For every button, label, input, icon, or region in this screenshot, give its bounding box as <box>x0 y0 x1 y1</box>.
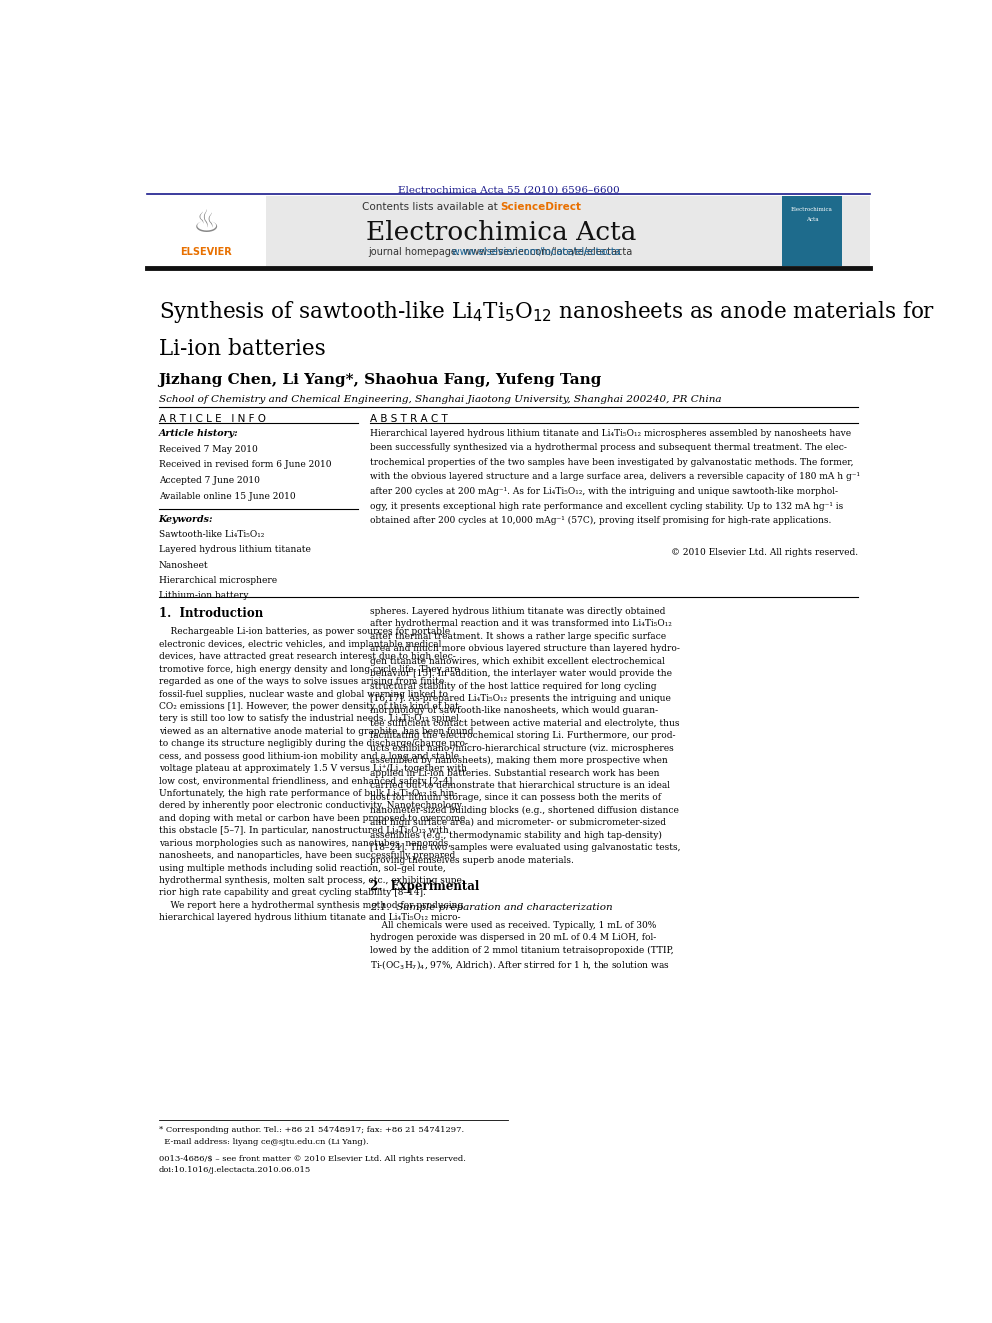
Text: Jizhang Chen, Li Yang*, Shaohua Fang, Yufeng Tang: Jizhang Chen, Li Yang*, Shaohua Fang, Yu… <box>159 373 602 386</box>
Text: tery is still too low to satisfy the industrial needs. Li₄Ti₅O₁₂ spinel,: tery is still too low to satisfy the ind… <box>159 714 461 724</box>
Text: voltage plateau at approximately 1.5 V versus Li⁺/Li, together with: voltage plateau at approximately 1.5 V v… <box>159 765 466 773</box>
Text: journal homepage: www.elsevier.com/locate/electacta: journal homepage: www.elsevier.com/locat… <box>369 247 633 258</box>
Text: after 200 cycles at 200 mAg⁻¹. As for Li₄Ti₅O₁₂, with the intriguing and unique : after 200 cycles at 200 mAg⁻¹. As for Li… <box>370 487 838 496</box>
Text: lowed by the addition of 2 mmol titanium tetraisopropoxide (TTIP,: lowed by the addition of 2 mmol titanium… <box>370 946 674 955</box>
Text: electronic devices, electric vehicles, and implantable medical: electronic devices, electric vehicles, a… <box>159 640 441 648</box>
Text: Received in revised form 6 June 2010: Received in revised form 6 June 2010 <box>159 460 331 470</box>
Text: been successfully synthesized via a hydrothermal process and subsequent thermal : been successfully synthesized via a hydr… <box>370 443 847 452</box>
Text: Hierarchical microsphere: Hierarchical microsphere <box>159 576 277 585</box>
Text: CO₂ emissions [1]. However, the power density of this kind of bat-: CO₂ emissions [1]. However, the power de… <box>159 703 461 710</box>
Text: after hydrothermal reaction and it was transformed into Li₄Ti₅O₁₂: after hydrothermal reaction and it was t… <box>370 619 672 628</box>
Text: ♨: ♨ <box>192 209 220 238</box>
Text: Lithium-ion battery: Lithium-ion battery <box>159 590 248 599</box>
Text: Sawtooth-like Li₄Ti₅O₁₂: Sawtooth-like Li₄Ti₅O₁₂ <box>159 531 264 540</box>
Text: All chemicals were used as received. Typically, 1 mL of 30%: All chemicals were used as received. Typ… <box>370 921 657 930</box>
FancyBboxPatch shape <box>147 196 266 266</box>
Text: assemblies (e.g., thermodynamic stability and high tap-density): assemblies (e.g., thermodynamic stabilit… <box>370 831 662 840</box>
Text: © 2010 Elsevier Ltd. All rights reserved.: © 2010 Elsevier Ltd. All rights reserved… <box>671 548 858 557</box>
Text: Nanosheet: Nanosheet <box>159 561 208 569</box>
FancyBboxPatch shape <box>147 196 870 266</box>
Text: Layered hydrous lithium titanate: Layered hydrous lithium titanate <box>159 545 310 554</box>
Text: Received 7 May 2010: Received 7 May 2010 <box>159 445 257 454</box>
Text: assembled by nanosheets), making them more prospective when: assembled by nanosheets), making them mo… <box>370 757 668 765</box>
Text: area and much more obvious layered structure than layered hydro-: area and much more obvious layered struc… <box>370 644 680 654</box>
Text: [18–24]. The two samples were evaluated using galvanostatic tests,: [18–24]. The two samples were evaluated … <box>370 843 681 852</box>
Text: to change its structure negligibly during the discharge/charge pro-: to change its structure negligibly durin… <box>159 740 467 749</box>
Text: Unfortunately, the high rate performance of bulk Li₄Ti₅O₁₂ is hin-: Unfortunately, the high rate performance… <box>159 789 457 798</box>
Text: hierarchical layered hydrous lithium titanate and Li₄Ti₅O₁₂ micro-: hierarchical layered hydrous lithium tit… <box>159 913 460 922</box>
Text: E-mail address: liyang ce@sjtu.edu.cn (Li Yang).: E-mail address: liyang ce@sjtu.edu.cn (L… <box>159 1138 368 1146</box>
Text: Keywords:: Keywords: <box>159 515 213 524</box>
Text: nanometer-sized building blocks (e.g., shortened diffusion distance: nanometer-sized building blocks (e.g., s… <box>370 806 679 815</box>
Text: Li-ion batteries: Li-ion batteries <box>159 339 325 360</box>
Text: 1.  Introduction: 1. Introduction <box>159 607 263 620</box>
Text: applied in Li-ion batteries. Substantial research work has been: applied in Li-ion batteries. Substantial… <box>370 769 660 778</box>
Text: cess, and possess good lithium-ion mobility and a long and stable: cess, and possess good lithium-ion mobil… <box>159 751 458 761</box>
Text: regarded as one of the ways to solve issues arising from finite: regarded as one of the ways to solve iss… <box>159 677 443 687</box>
Text: rior high rate capability and great cycling stability [8–14].: rior high rate capability and great cycl… <box>159 888 426 897</box>
Text: ELSEVIER: ELSEVIER <box>181 247 232 258</box>
Text: www.elsevier.com/locate/electacta: www.elsevier.com/locate/electacta <box>383 247 620 258</box>
Text: Hierarchical layered hydrous lithium titanate and Li₄Ti₅O₁₂ microspheres assembl: Hierarchical layered hydrous lithium tit… <box>370 429 851 438</box>
Text: morphology of sawtooth-like nanosheets, which would guaran-: morphology of sawtooth-like nanosheets, … <box>370 706 658 716</box>
Text: carried out to demonstrate that hierarchical structure is an ideal: carried out to demonstrate that hierarch… <box>370 781 670 790</box>
Text: * Corresponding author. Tel.: +86 21 54748917; fax: +86 21 54741297.: * Corresponding author. Tel.: +86 21 547… <box>159 1126 463 1134</box>
Text: and doping with metal or carbon have been proposed to overcome: and doping with metal or carbon have bee… <box>159 814 465 823</box>
FancyBboxPatch shape <box>782 196 842 266</box>
Text: Ti-(OC$_3$H$_7$)$_4$, 97%, Aldrich). After stirred for 1 h, the solution was: Ti-(OC$_3$H$_7$)$_4$, 97%, Aldrich). Aft… <box>370 958 670 971</box>
Text: after thermal treatment. It shows a rather large specific surface: after thermal treatment. It shows a rath… <box>370 632 667 640</box>
Text: ucts exhibit nano-/micro-hierarchical structure (viz. microspheres: ucts exhibit nano-/micro-hierarchical st… <box>370 744 674 753</box>
Text: structural stability of the host lattice required for long cycling: structural stability of the host lattice… <box>370 681 657 691</box>
Text: School of Chemistry and Chemical Engineering, Shanghai Jiaotong University, Shan: School of Chemistry and Chemical Enginee… <box>159 396 721 404</box>
Text: Rechargeable Li-ion batteries, as power sources for portable: Rechargeable Li-ion batteries, as power … <box>159 627 449 636</box>
Text: Electrochimica Acta: Electrochimica Acta <box>365 220 636 245</box>
Text: dered by inherently poor electronic conductivity. Nanotechnology: dered by inherently poor electronic cond… <box>159 802 461 811</box>
Text: various morphologies such as nanowires, nanotubes, nanorods,: various morphologies such as nanowires, … <box>159 839 450 848</box>
Text: Electrochimica Acta 55 (2010) 6596–6600: Electrochimica Acta 55 (2010) 6596–6600 <box>398 185 619 194</box>
Text: Available online 15 June 2010: Available online 15 June 2010 <box>159 492 296 501</box>
Text: viewed as an alternative anode material to graphite, has been found: viewed as an alternative anode material … <box>159 726 473 736</box>
Text: 2.  Experimental: 2. Experimental <box>370 880 479 893</box>
Text: host for lithium storage, since it can possess both the merits of: host for lithium storage, since it can p… <box>370 794 661 803</box>
Text: fossil-fuel supplies, nuclear waste and global warning linked to: fossil-fuel supplies, nuclear waste and … <box>159 689 447 699</box>
Text: A R T I C L E   I N F O: A R T I C L E I N F O <box>159 414 266 425</box>
Text: Electrochimica: Electrochimica <box>792 208 833 212</box>
Text: facilitating the electrochemical storing Li. Furthermore, our prod-: facilitating the electrochemical storing… <box>370 732 676 741</box>
Text: hydrogen peroxide was dispersed in 20 mL of 0.4 M LiOH, fol-: hydrogen peroxide was dispersed in 20 mL… <box>370 934 657 942</box>
Text: A B S T R A C T: A B S T R A C T <box>370 414 447 425</box>
Text: spheres. Layered hydrous lithium titanate was directly obtained: spheres. Layered hydrous lithium titanat… <box>370 607 666 617</box>
Text: devices, have attracted great research interest due to high elec-: devices, have attracted great research i… <box>159 652 455 662</box>
Text: Synthesis of sawtooth-like Li$_4$Ti$_5$O$_{12}$ nanosheets as anode materials fo: Synthesis of sawtooth-like Li$_4$Ti$_5$O… <box>159 299 934 325</box>
Text: using multiple methods including solid reaction, sol–gel route,: using multiple methods including solid r… <box>159 864 445 872</box>
Text: [16,17]. As-prepared Li₄Ti₅O₁₂ presents the intriguing and unique: [16,17]. As-prepared Li₄Ti₅O₁₂ presents … <box>370 695 671 703</box>
Text: 2.1.  Sample preparation and characterization: 2.1. Sample preparation and characteriza… <box>370 902 613 912</box>
Text: with the obvious layered structure and a large surface area, delivers a reversib: with the obvious layered structure and a… <box>370 472 860 482</box>
Text: nanosheets, and nanoparticles, have been successfully prepared: nanosheets, and nanoparticles, have been… <box>159 851 455 860</box>
Text: doi:10.1016/j.electacta.2010.06.015: doi:10.1016/j.electacta.2010.06.015 <box>159 1167 310 1175</box>
Text: Acta: Acta <box>806 217 818 222</box>
Text: obtained after 200 cycles at 10,000 mAg⁻¹ (57C), proving itself promising for hi: obtained after 200 cycles at 10,000 mAg⁻… <box>370 516 831 525</box>
Text: gen titanate nanowires, which exhibit excellent electrochemical: gen titanate nanowires, which exhibit ex… <box>370 656 665 665</box>
Text: 0013-4686/$ – see front matter © 2010 Elsevier Ltd. All rights reserved.: 0013-4686/$ – see front matter © 2010 El… <box>159 1155 465 1163</box>
Text: proving themselves superb anode materials.: proving themselves superb anode material… <box>370 856 574 864</box>
Text: Accepted 7 June 2010: Accepted 7 June 2010 <box>159 476 260 486</box>
Text: tromotive force, high energy density and long cycle life. They are: tromotive force, high energy density and… <box>159 664 459 673</box>
Text: trochemical properties of the two samples have been investigated by galvanostati: trochemical properties of the two sample… <box>370 458 853 467</box>
Text: this obstacle [5–7]. In particular, nanostructured Li₄Ti₅O₁₂ with: this obstacle [5–7]. In particular, nano… <box>159 827 448 835</box>
Text: We report here a hydrothermal synthesis method for producing: We report here a hydrothermal synthesis … <box>159 901 463 910</box>
Text: behavior [15]. In addition, the interlayer water would provide the: behavior [15]. In addition, the interlay… <box>370 669 672 679</box>
Text: hydrothermal synthesis, molten salt process, etc., exhibiting supe-: hydrothermal synthesis, molten salt proc… <box>159 876 464 885</box>
Text: ScienceDirect: ScienceDirect <box>501 201 581 212</box>
Text: ogy, it presents exceptional high rate performance and excellent cycling stabili: ogy, it presents exceptional high rate p… <box>370 501 843 511</box>
Text: and high surface area) and micrometer- or submicrometer-sized: and high surface area) and micrometer- o… <box>370 818 666 827</box>
Text: low cost, environmental friendliness, and enhanced safety [2–4].: low cost, environmental friendliness, an… <box>159 777 454 786</box>
Text: tee sufficient contact between active material and electrolyte, thus: tee sufficient contact between active ma… <box>370 718 680 728</box>
Text: Article history:: Article history: <box>159 429 238 438</box>
Text: Contents lists available at: Contents lists available at <box>362 201 501 212</box>
